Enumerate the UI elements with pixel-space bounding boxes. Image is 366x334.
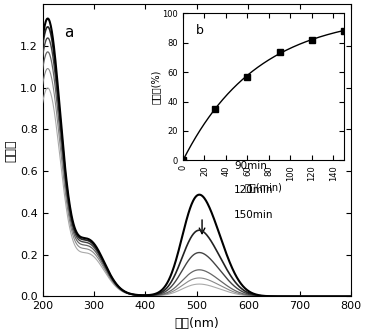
Text: 90min: 90min xyxy=(234,161,267,171)
Text: 30min: 30min xyxy=(234,111,267,121)
Text: 60min: 60min xyxy=(234,136,267,146)
X-axis label: 时间(min): 时间(min) xyxy=(244,182,283,192)
Y-axis label: 吸光度: 吸光度 xyxy=(4,139,17,162)
Text: 150min: 150min xyxy=(234,210,273,220)
Text: 120min: 120min xyxy=(234,185,273,195)
X-axis label: 波长(nm): 波长(nm) xyxy=(175,317,219,330)
Text: 0min: 0min xyxy=(234,86,260,96)
Y-axis label: 脱色率(%): 脱色率(%) xyxy=(151,70,161,104)
Text: a: a xyxy=(64,25,74,40)
Text: b: b xyxy=(196,24,204,37)
